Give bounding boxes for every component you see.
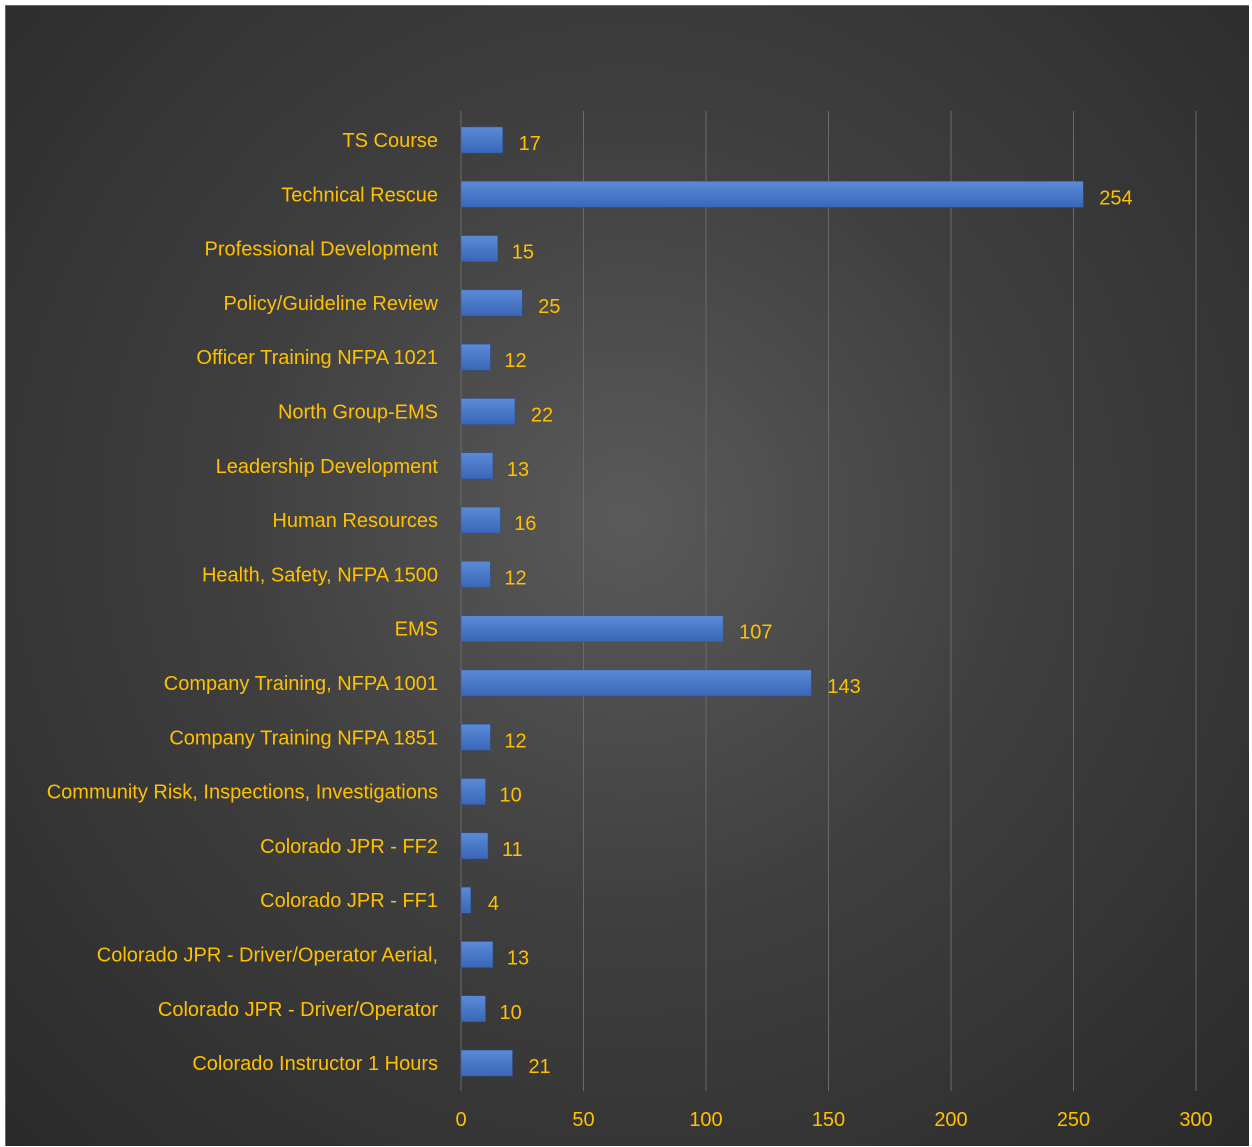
category-label: TS Course — [342, 130, 438, 152]
bar — [460, 724, 491, 751]
bar — [460, 1049, 513, 1077]
bar-chart: TS Course Technical Rescue Professional De… — [47, 111, 1213, 1131]
category-label: Leadership Development — [216, 456, 439, 478]
category-label: Human Resources — [272, 510, 438, 532]
bars — [460, 126, 1084, 1077]
bar — [460, 343, 491, 371]
value-label: 4 — [488, 893, 499, 915]
category-label: Colorado JPR - FF1 — [260, 890, 438, 912]
category-label: EMS — [395, 619, 438, 641]
category-label: Officer Training NFPA 1021 — [196, 347, 438, 369]
x-tick-label: 250 — [1057, 1109, 1090, 1131]
x-tick-label: 100 — [689, 1109, 722, 1131]
value-labels: 17 254 15 25 12 22 13 16 12 107 143 12 10 11 4 13 10 21 — [488, 133, 1133, 1078]
bar — [460, 995, 486, 1023]
x-tick-label: 150 — [812, 1109, 845, 1131]
value-label: 254 — [1099, 187, 1132, 209]
bar — [460, 941, 494, 968]
bar — [460, 126, 503, 154]
category-label: Company Training NFPA 1851 — [169, 727, 438, 749]
category-labels: TS Course Technical Rescue Professional De… — [47, 130, 439, 1075]
bar — [460, 669, 812, 697]
value-label: 22 — [531, 405, 553, 427]
x-axis-ticks: 0 50 100 150 200 250 300 — [455, 1109, 1212, 1131]
value-label: 107 — [739, 622, 772, 644]
value-label: 21 — [528, 1056, 550, 1078]
bar — [460, 506, 501, 534]
chart-area: TS Course Technical Rescue Professional De… — [5, 5, 1249, 1146]
value-label: 16 — [514, 513, 536, 535]
value-label: 13 — [507, 459, 529, 481]
bar — [460, 561, 491, 588]
category-label: Colorado JPR - Driver/Operator Aerial, — [97, 945, 438, 967]
category-label: Colorado JPR - FF2 — [260, 836, 438, 858]
value-label: 12 — [504, 567, 526, 589]
category-label: North Group-EMS — [278, 402, 438, 424]
bar — [460, 615, 724, 642]
x-tick-label: 300 — [1179, 1109, 1212, 1131]
category-label: Colorado JPR - Driver/Operator — [158, 999, 438, 1021]
bar — [460, 886, 472, 914]
value-label: 10 — [500, 1002, 522, 1024]
category-label: Professional Development — [205, 239, 439, 261]
x-tick-label: 50 — [572, 1109, 594, 1131]
gridlines — [460, 111, 1197, 1091]
category-label: Colorado Instructor 1 Hours — [192, 1053, 438, 1075]
bar — [460, 235, 498, 262]
category-label: Community Risk, Inspections, Investigati… — [47, 782, 438, 804]
value-label: 143 — [827, 676, 860, 698]
value-label: 17 — [519, 133, 541, 155]
bar — [460, 289, 523, 317]
bar — [460, 832, 489, 860]
bar — [460, 181, 1084, 208]
bar — [460, 452, 494, 480]
value-label: 25 — [538, 296, 560, 318]
value-label: 15 — [512, 242, 534, 264]
value-label: 10 — [500, 785, 522, 807]
value-label: 12 — [504, 350, 526, 372]
x-tick-label: 200 — [934, 1109, 967, 1131]
category-label: Policy/Guideline Review — [223, 293, 438, 315]
category-label: Health, Safety, NFPA 1500 — [202, 564, 438, 586]
value-label: 12 — [504, 730, 526, 752]
category-label: Technical Rescue — [281, 184, 438, 206]
value-label: 13 — [507, 948, 529, 970]
category-label: Company Training, NFPA 1001 — [164, 673, 438, 695]
bar — [460, 778, 486, 805]
bar — [460, 398, 516, 425]
value-label: 11 — [502, 839, 523, 861]
x-tick-label: 0 — [455, 1109, 466, 1131]
